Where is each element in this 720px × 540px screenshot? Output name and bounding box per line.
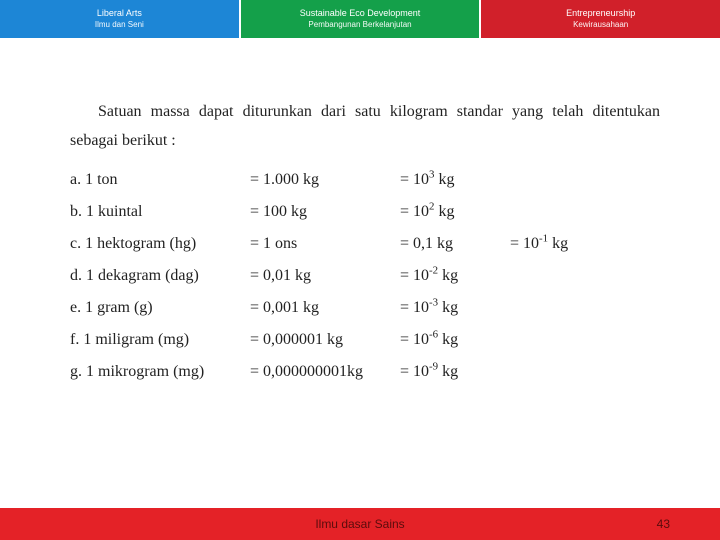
topbar-sublabel: Ilmu dan Seni: [95, 20, 144, 30]
unit-name: b. 1 kuintal: [70, 196, 250, 228]
unit-name: c. 1 hektogram (hg): [70, 228, 250, 260]
unit-value-kg: = 1.000 kg: [250, 164, 400, 196]
unit-value-kg: = 0,01 kg: [250, 260, 400, 292]
topbar: Liberal Arts Ilmu dan Seni Sustainable E…: [0, 0, 720, 38]
table-row: e. 1 gram (g)= 0,001 kg= 10-3 kg: [70, 292, 660, 324]
unit-value-scientific: = 10-6 kg: [400, 324, 510, 356]
topbar-label: Entrepreneurship: [566, 8, 635, 19]
mass-units-table: a. 1 ton= 1.000 kg= 103 kgb. 1 kuintal= …: [70, 164, 660, 388]
topbar-cell-liberal-arts: Liberal Arts Ilmu dan Seni: [0, 0, 241, 38]
topbar-label: Sustainable Eco Development: [300, 8, 421, 19]
unit-value-scientific: = 102 kg: [400, 196, 510, 228]
table-row: a. 1 ton= 1.000 kg= 103 kg: [70, 164, 660, 196]
unit-value-extra: = 10-1 kg: [510, 228, 620, 260]
topbar-sublabel: Kewirausahaan: [573, 20, 628, 30]
unit-value-kg: = 0,001 kg: [250, 292, 400, 324]
table-row: g. 1 mikrogram (mg)= 0,000000001kg= 10-9…: [70, 356, 660, 388]
unit-value-scientific: = 10-9 kg: [400, 356, 510, 388]
table-row: c. 1 hektogram (hg)= 1 ons= 0,1 kg= 10-1…: [70, 228, 660, 260]
unit-name: f. 1 miligram (mg): [70, 324, 250, 356]
unit-value-scientific: = 0,1 kg: [400, 228, 510, 260]
topbar-cell-sustainable: Sustainable Eco Development Pembangunan …: [241, 0, 482, 38]
table-row: f. 1 miligram (mg)= 0,000001 kg= 10-6 kg: [70, 324, 660, 356]
table-row: b. 1 kuintal= 100 kg= 102 kg: [70, 196, 660, 228]
unit-name: e. 1 gram (g): [70, 292, 250, 324]
unit-value-kg: = 100 kg: [250, 196, 400, 228]
unit-name: d. 1 dekagram (dag): [70, 260, 250, 292]
unit-value-kg: = 0,000001 kg: [250, 324, 400, 356]
footer-bar: Ilmu dasar Sains 43: [0, 508, 720, 540]
page-number: 43: [657, 517, 670, 531]
content-area: Satuan massa dapat diturunkan dari satu …: [0, 38, 720, 508]
slide-page: Liberal Arts Ilmu dan Seni Sustainable E…: [0, 0, 720, 540]
unit-value-scientific: = 10-2 kg: [400, 260, 510, 292]
unit-value-scientific: = 103 kg: [400, 164, 510, 196]
footer-title: Ilmu dasar Sains: [315, 517, 404, 531]
unit-name: a. 1 ton: [70, 164, 250, 196]
unit-value-kg: = 1 ons: [250, 228, 400, 260]
unit-value-kg: = 0,000000001kg: [250, 356, 400, 388]
unit-name: g. 1 mikrogram (mg): [70, 356, 250, 388]
topbar-label: Liberal Arts: [97, 8, 142, 19]
topbar-cell-entrepreneurship: Entrepreneurship Kewirausahaan: [481, 0, 720, 38]
table-row: d. 1 dekagram (dag)= 0,01 kg= 10-2 kg: [70, 260, 660, 292]
unit-value-scientific: = 10-3 kg: [400, 292, 510, 324]
intro-paragraph: Satuan massa dapat diturunkan dari satu …: [70, 98, 660, 156]
intro-text: Satuan massa dapat diturunkan dari satu …: [70, 103, 660, 149]
topbar-sublabel: Pembangunan Berkelanjutan: [308, 20, 411, 30]
